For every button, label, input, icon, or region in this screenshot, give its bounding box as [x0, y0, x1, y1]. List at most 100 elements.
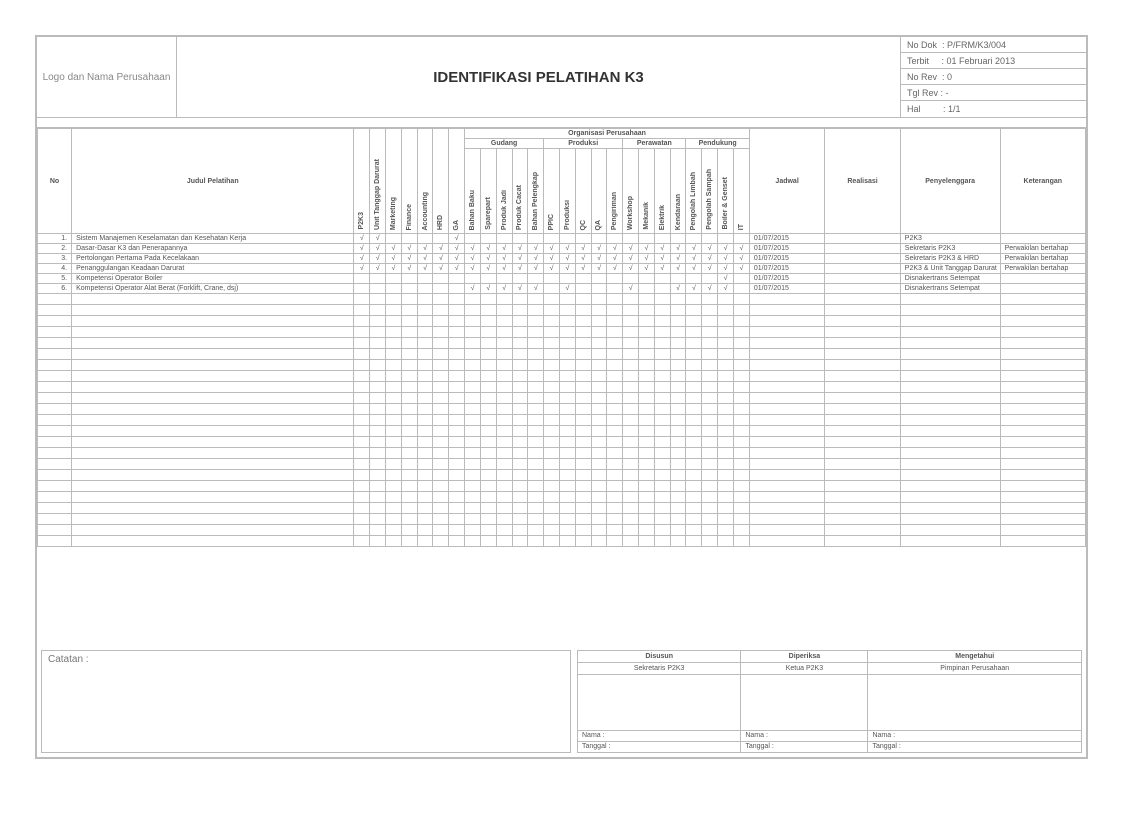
cell-judul: Kompetensi Operator Alat Berat (Forklift… — [72, 284, 354, 294]
cell-peny: Disnakertrans Setempat — [900, 284, 1000, 294]
cell-empty — [512, 536, 528, 547]
cell-empty — [607, 382, 623, 393]
cell-check — [544, 274, 560, 284]
cell-empty — [733, 382, 749, 393]
cell-check: √ — [370, 244, 386, 254]
cell-empty — [639, 382, 655, 393]
cell-empty — [401, 481, 417, 492]
cell-check — [386, 234, 402, 244]
cell-empty — [354, 481, 370, 492]
cell-empty — [544, 415, 560, 426]
cell-empty — [528, 349, 544, 360]
cell-empty — [607, 316, 623, 327]
cell-empty — [718, 338, 734, 349]
cell-empty — [433, 492, 449, 503]
cell-empty — [370, 404, 386, 415]
cell-empty — [591, 294, 607, 305]
cell-empty — [512, 470, 528, 481]
cell-empty — [733, 393, 749, 404]
cell-empty — [449, 459, 465, 470]
table-row: 5.Kompetensi Operator Boiler√01/07/2015D… — [38, 274, 1086, 284]
cell-check: √ — [386, 244, 402, 254]
sign-diperiksa: Diperiksa — [741, 651, 868, 663]
cell-empty — [544, 448, 560, 459]
cell-check — [733, 284, 749, 294]
cell-empty — [623, 492, 639, 503]
cell-empty — [354, 415, 370, 426]
cell-empty — [433, 349, 449, 360]
cell-empty — [623, 349, 639, 360]
cell-empty — [480, 492, 496, 503]
cell-empty — [686, 360, 702, 371]
cell-empty — [575, 481, 591, 492]
cell-empty — [512, 305, 528, 316]
col-keterangan: Keterangan — [1000, 129, 1085, 234]
sign-diperiksa-sub: Ketua P2K3 — [741, 663, 868, 675]
cell-empty — [38, 459, 72, 470]
cell-empty — [417, 415, 433, 426]
cell-empty — [386, 327, 402, 338]
cell-empty — [370, 481, 386, 492]
cell-empty — [733, 294, 749, 305]
cell-empty — [623, 503, 639, 514]
cell-judul: Dasar-Dasar K3 dan Penerapannya — [72, 244, 354, 254]
cell-check: √ — [465, 244, 481, 254]
cell-empty — [38, 349, 72, 360]
cell-empty — [496, 437, 512, 448]
cell-empty — [512, 415, 528, 426]
cell-empty — [591, 525, 607, 536]
cell-empty — [733, 415, 749, 426]
cell-empty — [733, 437, 749, 448]
cell-empty — [417, 327, 433, 338]
cell-empty — [386, 525, 402, 536]
cell-empty — [386, 338, 402, 349]
cell-empty — [1000, 393, 1085, 404]
cell-empty — [354, 459, 370, 470]
cell-empty — [900, 360, 1000, 371]
cell-empty — [718, 349, 734, 360]
cell-empty — [559, 316, 575, 327]
cell-empty — [825, 393, 900, 404]
cell-check: √ — [686, 254, 702, 264]
cell-empty — [749, 426, 824, 437]
cell-empty — [417, 338, 433, 349]
cell-empty — [654, 338, 670, 349]
cell-check: √ — [559, 254, 575, 264]
cell-empty — [496, 371, 512, 382]
cell-empty — [528, 492, 544, 503]
cell-empty — [686, 525, 702, 536]
cell-empty — [449, 371, 465, 382]
cell-empty — [544, 393, 560, 404]
cell-check: √ — [496, 264, 512, 274]
cell-empty — [575, 404, 591, 415]
cell-empty — [512, 481, 528, 492]
cell-empty — [623, 338, 639, 349]
cell-empty — [591, 305, 607, 316]
cell-check — [370, 284, 386, 294]
cell-empty — [654, 437, 670, 448]
cell-peny: Sekretaris P2K3 & HRD — [900, 254, 1000, 264]
cell-check: √ — [623, 254, 639, 264]
footer-area: Catatan : Disusun Diperiksa Mengetahui S… — [41, 650, 1082, 753]
cell-check: √ — [401, 264, 417, 274]
cell-empty — [639, 305, 655, 316]
cell-empty — [559, 305, 575, 316]
cell-empty — [702, 404, 718, 415]
tanggal-1: Tanggal : — [578, 741, 741, 752]
cell-empty — [401, 316, 417, 327]
cell-empty — [1000, 404, 1085, 415]
cell-empty — [386, 393, 402, 404]
table-head: NoJudul PelatihanP2K3Unit Tanggap Darura… — [38, 129, 1086, 234]
cell-empty — [370, 514, 386, 525]
cell-check: √ — [702, 284, 718, 294]
cell-empty — [465, 305, 481, 316]
table-row: 1.Sistem Manajemen Keselamatan dan Keseh… — [38, 234, 1086, 244]
cell-jadwal: 01/07/2015 — [749, 234, 824, 244]
dept-12: PPIC — [544, 149, 560, 234]
cell-empty — [825, 525, 900, 536]
cell-empty — [718, 294, 734, 305]
cell-no: 5. — [38, 274, 72, 284]
cell-check: √ — [465, 254, 481, 264]
cell-empty — [1000, 338, 1085, 349]
cell-check: √ — [591, 244, 607, 254]
